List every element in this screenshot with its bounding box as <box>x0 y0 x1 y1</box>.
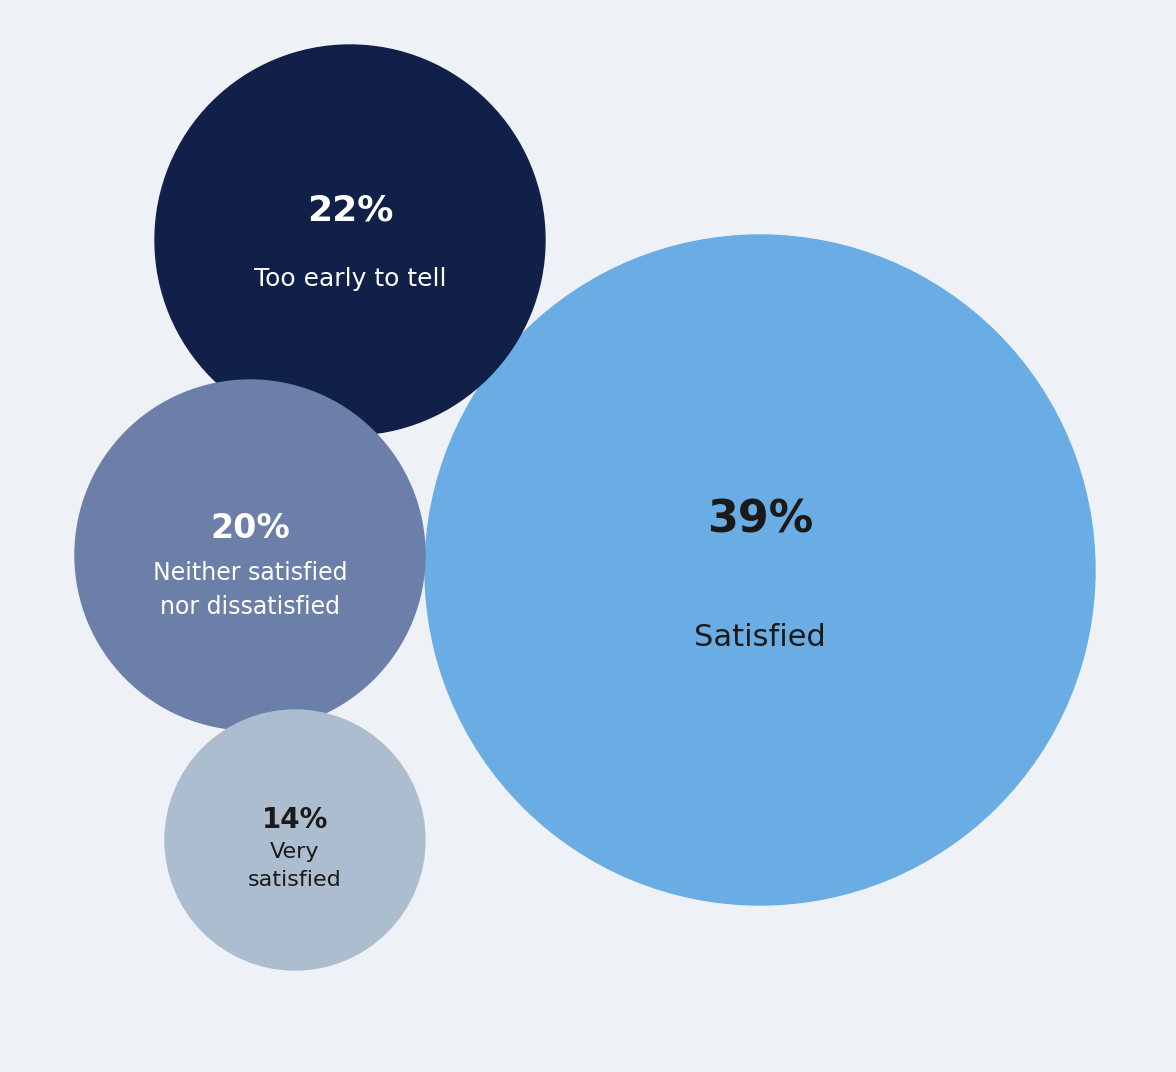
Text: Neither satisfied
nor dissatisfied: Neither satisfied nor dissatisfied <box>153 562 347 619</box>
Text: Very
satisfied: Very satisfied <box>248 842 342 890</box>
Ellipse shape <box>165 710 425 970</box>
Text: Too early to tell: Too early to tell <box>254 267 446 291</box>
Ellipse shape <box>155 45 544 435</box>
Text: Satisfied: Satisfied <box>694 623 826 652</box>
Ellipse shape <box>425 235 1095 905</box>
Ellipse shape <box>75 379 425 730</box>
Text: 22%: 22% <box>307 194 393 227</box>
Text: 39%: 39% <box>707 498 813 541</box>
Text: 20%: 20% <box>211 512 289 546</box>
Text: 14%: 14% <box>262 806 328 834</box>
